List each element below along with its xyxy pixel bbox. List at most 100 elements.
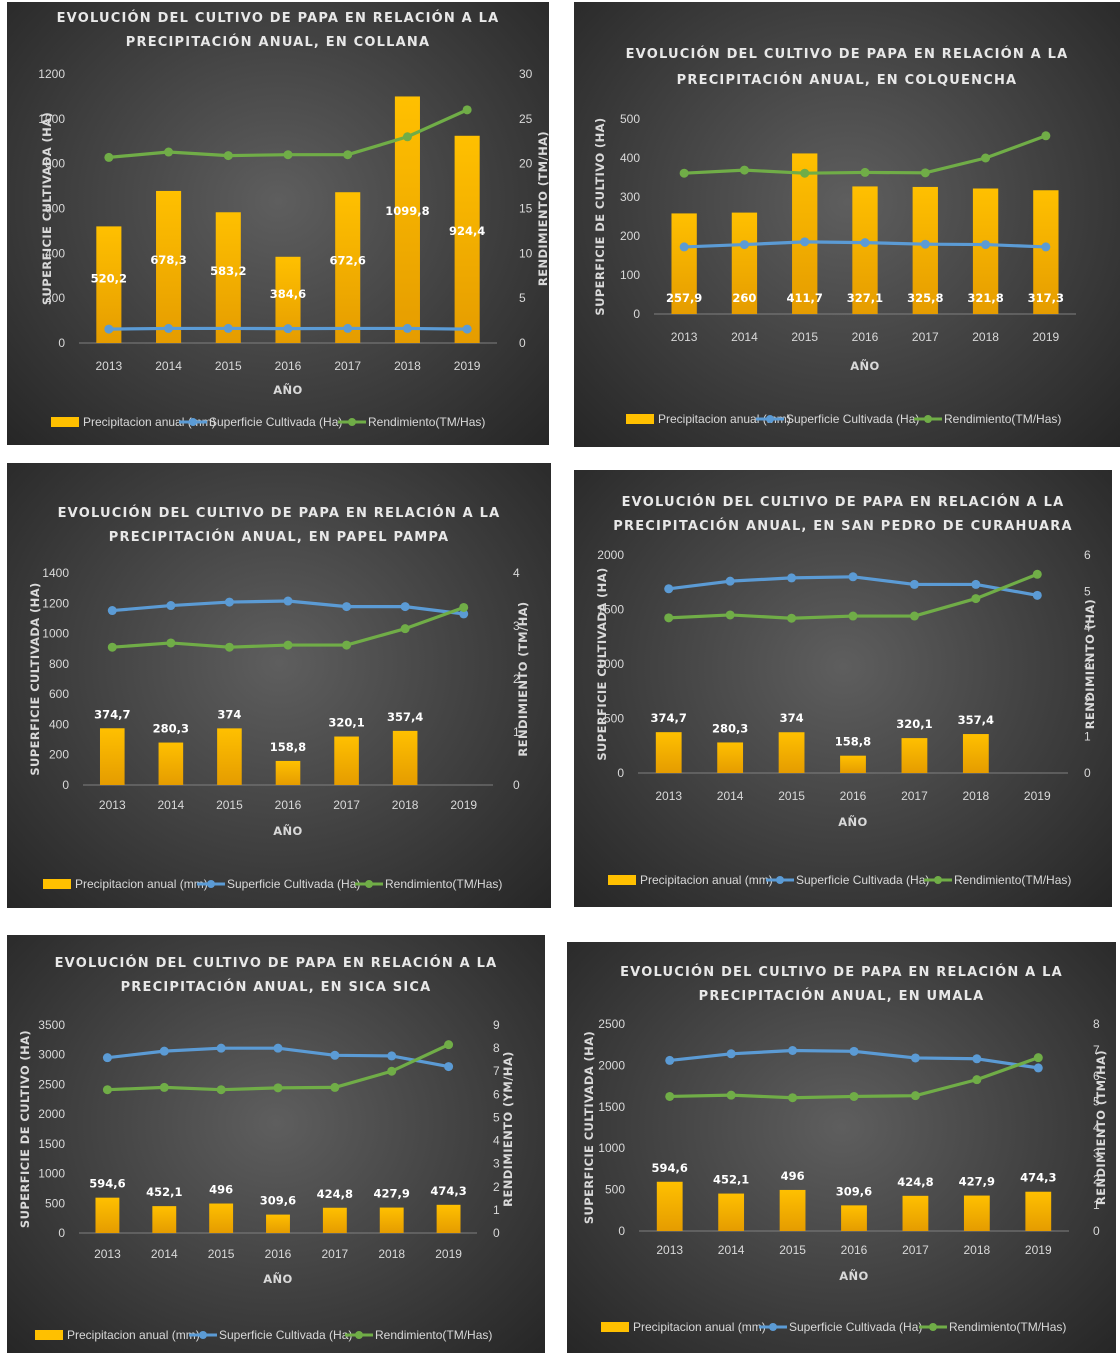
y-tick-label: 400: [49, 717, 69, 731]
precip-bar: [962, 734, 989, 773]
rendimiento-point: [1041, 131, 1051, 141]
rendimiento-point: [664, 613, 674, 623]
y2-tick-label: 6: [1093, 1069, 1100, 1083]
y2-tick-label: 2: [493, 1180, 500, 1194]
chart-title-line: EVOLUCIÓN DEL CULTIVO DE PAPA EN RELACIÓ…: [620, 964, 1063, 980]
legend-label: Precipitacion anual (mm): [67, 1328, 200, 1342]
precip-bar: [671, 213, 697, 314]
precip-bar: [779, 1189, 806, 1231]
legend-swatch-precip: [608, 875, 636, 885]
y-tick-label: 300: [620, 190, 640, 204]
superficie-point: [1032, 590, 1042, 600]
precip-bar: [655, 732, 682, 773]
y2-tick-label: 2: [1093, 1172, 1100, 1186]
bar-data-label: 496: [781, 1169, 805, 1183]
rendimiento-point: [224, 642, 234, 652]
rendimiento-line: [684, 134, 1047, 175]
chart-title-line: PRECIPITACIÓN ANUAL, EN COLLANA: [126, 34, 430, 50]
x-tick-label: 2016: [265, 1247, 292, 1261]
precip-bar: [792, 153, 818, 314]
legend-swatch-marker: [929, 1323, 937, 1331]
y2-axis-title: RENDIMIENTO (TM/HA): [516, 601, 530, 756]
y2-tick-label: 3: [1084, 657, 1091, 671]
rendimiento-point: [216, 1085, 226, 1095]
rendimiento-point: [920, 168, 930, 178]
chart-title-line: PRECIPITACIÓN ANUAL, EN COLQUENCHA: [677, 72, 1018, 88]
chart-panel-umala: EVOLUCIÓN DEL CULTIVO DE PAPA EN RELACIÓ…: [567, 942, 1116, 1353]
bar-data-label: 427,9: [374, 1187, 410, 1201]
x-tick-label: 2019: [454, 359, 481, 373]
legend-label: Precipitacion anual (mm): [633, 1320, 766, 1334]
bar-data-label: 594,6: [652, 1161, 688, 1175]
y2-tick-label: 0: [1093, 1224, 1100, 1238]
rendimiento-point: [444, 1040, 454, 1050]
precip-bar: [266, 1214, 290, 1233]
x-tick-label: 2014: [151, 1247, 178, 1261]
x-tick-label: 2016: [275, 359, 302, 373]
superficie-point: [849, 1046, 859, 1056]
superficie-point: [342, 602, 352, 612]
y2-tick-label: 4: [1093, 1121, 1100, 1135]
bar-data-label: 384,6: [270, 287, 306, 301]
superficie-point: [787, 573, 797, 583]
chart-title-line: PRECIPITACIÓN ANUAL, EN PAPEL PAMPA: [109, 529, 449, 545]
rendimiento-point: [223, 151, 233, 161]
x-tick-label: 2016: [852, 330, 879, 344]
bar-data-label: 672,6: [330, 254, 366, 268]
legend-swatch-precip: [35, 1330, 63, 1340]
x-tick-label: 2014: [155, 359, 182, 373]
y-tick-label: 400: [45, 246, 65, 260]
chart-title-line: EVOLUCIÓN DEL CULTIVO DE PAPA EN RELACIÓ…: [58, 505, 501, 521]
y2-tick-label: 2: [1084, 693, 1091, 707]
bar-data-label: 924,4: [449, 224, 485, 238]
y2-tick-label: 8: [1093, 1017, 1100, 1031]
bar-data-label: 520,2: [91, 271, 127, 285]
rendimiento-point: [402, 132, 412, 142]
y2-tick-label: 30: [519, 67, 533, 81]
bar-data-label: 374,7: [94, 707, 130, 721]
x-tick-label: 2015: [216, 798, 243, 812]
precip-bar: [1025, 1191, 1052, 1231]
y-tick-label: 600: [49, 687, 69, 701]
precip-bar: [209, 1203, 234, 1233]
rendimiento-point: [860, 167, 870, 177]
x-tick-label: 2015: [779, 1243, 806, 1257]
legend-label: Precipitacion anual (mm): [83, 415, 216, 429]
legend-label: Precipitacion anual (mm): [640, 873, 773, 887]
precip-bar: [436, 1204, 461, 1233]
precip-bar: [96, 226, 122, 343]
bar-data-label: 158,8: [835, 735, 871, 749]
y2-tick-label: 8: [493, 1041, 500, 1055]
bar-data-label: 374: [780, 711, 804, 725]
rendimiento-point: [848, 611, 858, 621]
chart-svg-colquencha: EVOLUCIÓN DEL CULTIVO DE PAPA EN RELACIÓ…: [593, 46, 1076, 426]
y2-tick-label: 0: [493, 1226, 500, 1240]
x-tick-label: 2016: [841, 1243, 868, 1257]
y2-tick-label: 5: [493, 1110, 500, 1124]
y2-tick-label: 7: [493, 1064, 500, 1078]
bar-data-label: 327,1: [847, 291, 883, 305]
superficie-point: [800, 237, 810, 247]
precip-bar: [1033, 190, 1059, 314]
y2-tick-label: 5: [1084, 584, 1091, 598]
x-axis-title: AÑO: [838, 814, 868, 829]
bar-data-label: 496: [209, 1183, 233, 1197]
precip-bar: [840, 755, 866, 773]
y-tick-label: 1000: [597, 657, 624, 671]
precip-bar: [152, 1206, 177, 1233]
superficie-point: [860, 238, 870, 248]
y-tick-label: 1000: [38, 112, 65, 126]
rendimiento-point: [1033, 1053, 1043, 1063]
chart-svg-papel-pampa: EVOLUCIÓN DEL CULTIVO DE PAPA EN RELACIÓ…: [28, 505, 530, 891]
superficie-point: [102, 1053, 112, 1063]
rendimiento-point: [104, 152, 114, 162]
bar-data-label: 320,1: [896, 717, 932, 731]
x-tick-label: 2014: [158, 798, 185, 812]
legend-label: Rendimiento(TM/Has): [954, 873, 1071, 887]
bar-data-label: 357,4: [387, 710, 423, 724]
superficie-point: [462, 324, 472, 334]
y2-tick-label: 9: [493, 1018, 500, 1032]
rendimiento-point: [159, 1082, 169, 1092]
rendimiento-point: [400, 624, 410, 634]
x-axis-title: AÑO: [850, 358, 880, 373]
